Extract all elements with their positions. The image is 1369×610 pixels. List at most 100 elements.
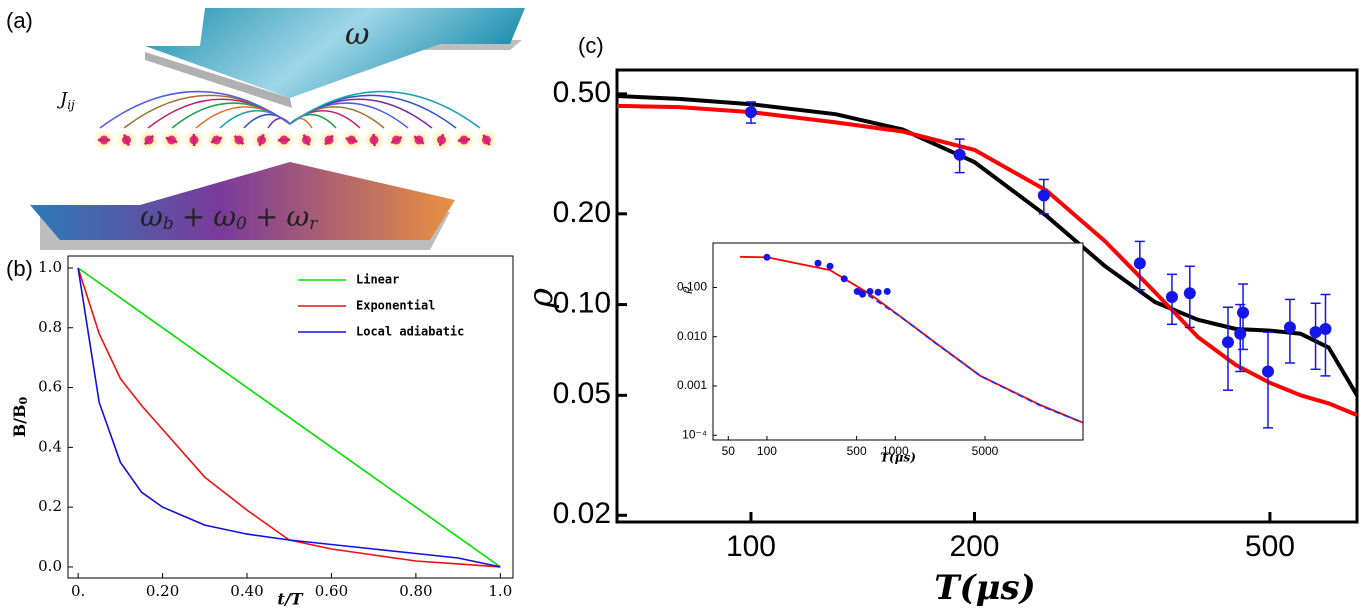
x-tick-label: 0. (71, 582, 85, 600)
data-point (1261, 365, 1274, 378)
x-tick-label: 500 (847, 444, 867, 458)
y-tick-label: 0.05 (553, 377, 611, 410)
y-tick-label: 0.02 (553, 497, 611, 530)
x-axis-label: T(μs) (934, 568, 1036, 608)
data-point (858, 290, 866, 298)
x-tick-label: 0.60 (315, 582, 348, 600)
plot-frame (67, 255, 514, 579)
data-point (763, 253, 771, 261)
y-tick-label: 0.100 (677, 280, 707, 294)
data-point (814, 259, 822, 267)
x-tick-label: 0.80 (399, 582, 432, 600)
bottom-field-label: ωb + ω0 + ωr (140, 200, 318, 234)
spin-arrow (143, 134, 155, 146)
plot-area (617, 94, 1357, 429)
spin-arrow (233, 135, 245, 145)
y-tick-label: 0.20 (553, 196, 611, 229)
data-point (1183, 287, 1196, 300)
spin-arrow (390, 135, 403, 145)
data-point (826, 262, 834, 270)
y-tick-label: 1.0 (38, 258, 62, 276)
data-line (77, 267, 501, 568)
x-tick-label: 100 (757, 444, 777, 458)
data-line (617, 103, 1357, 417)
x-tick-label: 200 (949, 530, 999, 563)
data-point (1133, 257, 1146, 270)
y-axis-label: ρ (521, 288, 561, 309)
y-axis-label-sub: 0 (16, 396, 30, 404)
panel-label: (c) (578, 33, 604, 58)
spin-arrow (413, 135, 425, 145)
y-tick-label: 0.010 (677, 329, 707, 343)
legend-label: Exponential (356, 299, 435, 313)
spin-arrow (372, 133, 376, 147)
x-tick-label: 100 (726, 530, 776, 563)
spin-arrow (258, 133, 265, 147)
spin-arrow (345, 137, 358, 143)
data-point (1319, 322, 1332, 335)
panel-label: (a) (6, 8, 33, 33)
spin-arrow (123, 133, 130, 147)
data-point (1221, 336, 1234, 349)
legend-label: Local adiabatic (356, 325, 464, 339)
data-point (874, 288, 882, 296)
y-tick-label: 0.10 (553, 286, 611, 319)
y-axis-label: ρ (679, 286, 693, 294)
data-point (1309, 326, 1322, 339)
coupling-arc (289, 117, 313, 129)
x-axis-label: t/T (277, 590, 303, 609)
chart: 50 100 500 1000 5000 0.100 0.010 0.001 10⁻⁴ T(μs)… (677, 242, 1084, 465)
top-slab (145, 8, 525, 98)
coupling-arc (243, 113, 291, 129)
data-point (1165, 290, 1178, 303)
panel-a: (a) ω Jij ωb + ω0 + ωr (6, 8, 525, 250)
spin-arrow (457, 137, 471, 143)
data-line (859, 288, 1083, 424)
x-tick-label: 50 (722, 444, 736, 458)
data-point (953, 148, 966, 161)
data-point (866, 287, 874, 295)
coupling-arc (195, 106, 291, 129)
chart: 100 200 500 0.50 0.20 0.10 0.05 0.02 (c) T(μs) ρ (521, 33, 1359, 608)
spin-arrow (277, 138, 291, 142)
y-tick-label: 0.50 (553, 76, 611, 109)
y-axis-label-text: B/B (10, 404, 29, 437)
data-point (840, 275, 848, 283)
data-point (1237, 306, 1250, 319)
spin-arrow (165, 136, 178, 144)
panel-label: (b) (6, 256, 33, 281)
spin-arrow (482, 134, 491, 146)
top-field-label: ω (345, 17, 369, 52)
plot-area (77, 267, 501, 568)
spin-chain (93, 90, 498, 151)
spin-arrow (438, 133, 445, 147)
data-point (1234, 327, 1247, 340)
data-point (883, 287, 891, 295)
coupling-label: Jij (56, 89, 75, 112)
plot-frame (712, 242, 1084, 441)
x-tick-label: 1000 (882, 444, 909, 458)
data-line (77, 267, 501, 568)
legend-label: Linear (356, 273, 399, 287)
x-axis-label: T(μs) (880, 451, 916, 465)
y-tick-label: 0.6 (38, 378, 62, 396)
y-tick-label: 0.2 (38, 497, 62, 515)
coupling-arc (99, 90, 291, 129)
x-tick-label: 5000 (972, 444, 999, 458)
x-tick-label: 500 (1245, 530, 1295, 563)
data-point (1283, 321, 1296, 334)
bottom-slab (30, 162, 455, 240)
x-tick-label: 0.40 (230, 582, 263, 600)
y-tick-label: 10⁻⁴ (682, 427, 707, 441)
plot-area (739, 253, 1083, 424)
chart: 0. 0.20 0.40 0.60 0.80 1.0 0.0 0.2 0.4 0.6 0.8 1.0 (… (6, 255, 514, 609)
y-tick-label: 0.001 (677, 378, 707, 392)
y-tick-label: 0.4 (38, 437, 62, 455)
y-tick-label: 0.8 (38, 318, 62, 336)
coupling-arc (289, 90, 481, 129)
spin-arrow (324, 134, 334, 146)
y-axis-label: B/B0 (10, 396, 31, 437)
data-point (1037, 189, 1050, 202)
x-tick-label: 1.0 (488, 582, 512, 600)
